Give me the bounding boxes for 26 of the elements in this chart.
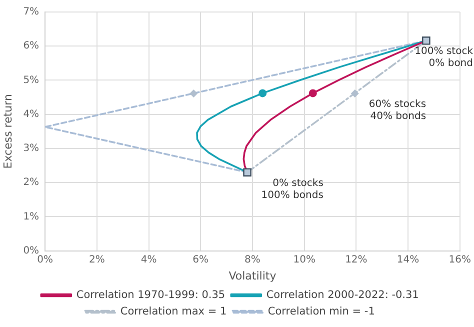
x-tick-label: 12% bbox=[345, 254, 368, 266]
annotation: 100% stock 0% bond bbox=[414, 46, 474, 70]
x-tick-label: 16% bbox=[448, 254, 472, 266]
y-tick-label: 2% bbox=[23, 177, 40, 188]
y-tick-label: 4% bbox=[23, 108, 40, 120]
x-tick-label: 2% bbox=[88, 254, 105, 266]
x-tick-label: 10% bbox=[293, 254, 316, 266]
x-axis-title: Volatility bbox=[228, 269, 277, 282]
x-tick-label: 14% bbox=[396, 254, 420, 266]
y-tick-label: 5% bbox=[23, 74, 40, 86]
y-tick-label: 7% bbox=[23, 6, 40, 18]
legend-label: Correlation min = -1 bbox=[268, 305, 375, 318]
y-tick-label: 6% bbox=[23, 40, 40, 52]
annotation: 0% stocks 100% bonds bbox=[261, 178, 324, 201]
x-tick-label: 4% bbox=[140, 254, 157, 266]
x-tick-label: 6% bbox=[192, 254, 209, 266]
legend-label: Correlation max = 1 bbox=[120, 305, 227, 318]
x-tick-label: 8% bbox=[244, 254, 260, 266]
legend-label: Correlation 2000-2022: -0.31 bbox=[266, 288, 419, 301]
y-tick-label: 1% bbox=[23, 211, 40, 222]
y-tick-label: 3% bbox=[23, 143, 40, 154]
annotation: 60% stocks 40% bonds bbox=[368, 99, 426, 122]
legend-label: Correlation 1970-1999: 0.35 bbox=[76, 288, 226, 301]
y-tick-label: 0% bbox=[23, 245, 40, 256]
y-axis-title: Excess return bbox=[1, 94, 14, 169]
x-tick-label: 0% bbox=[37, 254, 53, 266]
